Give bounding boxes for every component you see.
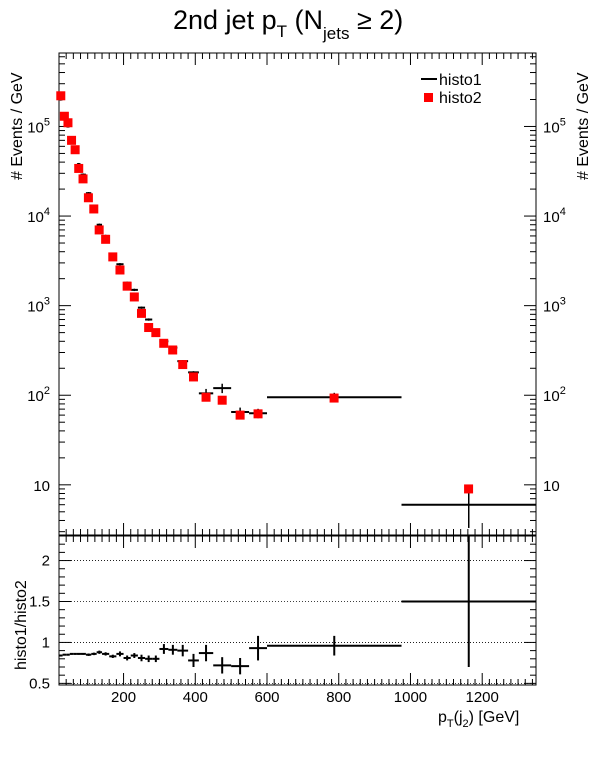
legend-histo2-label: histo2 bbox=[439, 90, 482, 107]
tick-base: 10 bbox=[543, 119, 560, 136]
tick-base: 10 bbox=[543, 388, 560, 405]
legend-histo2-swatch bbox=[424, 93, 433, 102]
top-y-tick-label-left: 10 bbox=[33, 478, 50, 495]
top-ylabel-right: # Events / GeV bbox=[575, 72, 592, 180]
top-y-tick-label-right: 10 bbox=[543, 478, 560, 495]
xlabel-end: ) [GeV] bbox=[469, 709, 520, 726]
histo2-marker bbox=[122, 281, 132, 291]
histo2-marker bbox=[464, 484, 474, 494]
histo2-marker bbox=[144, 323, 154, 333]
histo2-marker bbox=[89, 204, 99, 214]
top-series-histo1 bbox=[59, 98, 536, 528]
bottom-panel-frame bbox=[58, 535, 537, 686]
histo2-marker bbox=[159, 338, 169, 348]
tick-exponent: 2 bbox=[44, 385, 50, 397]
tick-exponent: 4 bbox=[560, 206, 566, 218]
xlabel-sub2: 2 bbox=[463, 718, 469, 730]
ratio-series bbox=[59, 536, 536, 675]
histo2-marker bbox=[188, 372, 198, 382]
histo2-marker bbox=[83, 193, 93, 203]
x-tick-label: 800 bbox=[326, 689, 351, 706]
chart-title: 2nd jet pT (Njets ≥ 2) bbox=[173, 5, 403, 43]
tick-exponent: 3 bbox=[560, 296, 566, 308]
histo2-marker bbox=[129, 292, 139, 302]
x-tick-label: 200 bbox=[111, 689, 136, 706]
legend-histo1-label: histo1 bbox=[439, 72, 482, 89]
x-tick-label: 400 bbox=[183, 689, 208, 706]
histo2-marker bbox=[178, 360, 188, 370]
x-tick-label: 1000 bbox=[394, 689, 427, 706]
top-y-tick-label-right: 105 bbox=[543, 116, 566, 136]
histo2-marker bbox=[67, 135, 77, 145]
histo2-marker bbox=[108, 252, 118, 262]
title-sub-jets: jets bbox=[322, 24, 349, 43]
tick-base: 10 bbox=[27, 388, 44, 405]
xlabel-mid: (j bbox=[454, 709, 463, 726]
histo2-marker bbox=[329, 393, 339, 403]
histo2-marker bbox=[151, 328, 161, 338]
histo2-marker bbox=[101, 234, 111, 244]
tick-exponent: 2 bbox=[560, 385, 566, 397]
top-ylabel-left: # Events / GeV bbox=[9, 72, 26, 180]
tick-base: 10 bbox=[33, 478, 50, 495]
tick-base: 10 bbox=[543, 299, 560, 316]
tick-exponent: 5 bbox=[44, 116, 50, 128]
tick-exponent: 5 bbox=[560, 116, 566, 128]
histo2-marker bbox=[56, 91, 66, 101]
top-y-tick-label-right: 104 bbox=[543, 206, 566, 226]
legend: histo1 histo2 bbox=[421, 72, 482, 107]
histo2-marker bbox=[168, 345, 178, 355]
title-sub-t: T bbox=[277, 22, 287, 41]
tick-base: 10 bbox=[543, 209, 560, 226]
title-mid: (N bbox=[287, 5, 323, 35]
bottom-y-tick-label: 2 bbox=[42, 553, 50, 570]
top-series-histo2 bbox=[56, 91, 474, 494]
top-y-tick-label-left: 104 bbox=[27, 206, 50, 226]
top-y-tick-label-left: 105 bbox=[27, 116, 50, 136]
tick-exponent: 4 bbox=[44, 206, 50, 218]
x-tick-label: 600 bbox=[254, 689, 279, 706]
histo2-marker bbox=[70, 145, 80, 155]
ratio-gridlines bbox=[59, 560, 536, 684]
top-y-tick-label-left: 102 bbox=[27, 385, 50, 405]
xlabel-sub1: T bbox=[447, 718, 454, 730]
histo2-marker bbox=[201, 392, 211, 402]
tick-base: 10 bbox=[543, 478, 560, 495]
bottom-ylabel: histo1/histo2 bbox=[13, 580, 30, 670]
x-tick-label: 1200 bbox=[466, 689, 499, 706]
title-end: ≥ 2) bbox=[349, 5, 403, 35]
histo2-marker bbox=[115, 265, 125, 275]
top-y-tick-label-left: 103 bbox=[27, 296, 50, 316]
histo2-marker bbox=[136, 308, 146, 318]
x-axis-title: pT(j2) [GeV] bbox=[438, 709, 519, 730]
bottom-y-tick-label: 0.5 bbox=[29, 675, 50, 692]
histo2-marker bbox=[78, 174, 88, 184]
histo2-marker bbox=[94, 225, 104, 235]
bottom-axis-ticks: 200 400 600 800 1000 1200 0.5 1 1.5 2 bbox=[29, 536, 536, 706]
bottom-y-tick-label: 1.5 bbox=[29, 593, 50, 610]
histo2-marker bbox=[59, 111, 69, 121]
bottom-y-tick-label: 1 bbox=[42, 634, 50, 651]
tick-base: 10 bbox=[27, 209, 44, 226]
histo2-marker bbox=[217, 395, 227, 405]
top-panel-frame bbox=[58, 52, 537, 536]
histo2-marker bbox=[235, 410, 245, 420]
histo2-marker bbox=[63, 118, 73, 128]
tick-base: 10 bbox=[27, 299, 44, 316]
tick-base: 10 bbox=[27, 119, 44, 136]
top-y-tick-label-right: 102 bbox=[543, 385, 566, 405]
tick-exponent: 3 bbox=[44, 296, 50, 308]
top-y-tick-label-right: 103 bbox=[543, 296, 566, 316]
histo2-marker bbox=[74, 163, 84, 173]
histo2-marker bbox=[253, 409, 263, 419]
